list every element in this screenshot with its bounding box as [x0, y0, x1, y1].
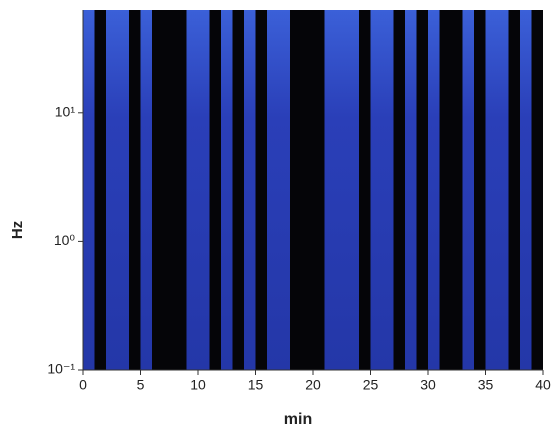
x-axis-label: min: [284, 411, 312, 428]
x-tick-label: 10: [190, 377, 206, 393]
column: [347, 10, 359, 370]
column: [474, 10, 486, 370]
column: [210, 10, 222, 370]
column: [359, 10, 371, 370]
x-tick-label: 20: [305, 377, 321, 393]
column: [83, 10, 95, 370]
column: [175, 10, 187, 370]
column: [313, 10, 325, 370]
column: [370, 10, 382, 370]
column: [532, 10, 544, 370]
column: [417, 10, 429, 370]
column: [324, 10, 336, 370]
column: [117, 10, 129, 370]
column: [106, 10, 118, 370]
column: [336, 10, 348, 370]
x-tick-label: 15: [248, 377, 264, 393]
column: [428, 10, 440, 370]
column: [267, 10, 279, 370]
column: [451, 10, 463, 370]
y-axis-label: Hz: [9, 221, 26, 239]
column: [164, 10, 176, 370]
column: [290, 10, 302, 370]
x-tick-label: 35: [478, 377, 494, 393]
column: [152, 10, 164, 370]
x-tick-label: 25: [363, 377, 379, 393]
column: [382, 10, 394, 370]
column: [440, 10, 452, 370]
column: [520, 10, 532, 370]
column: [198, 10, 210, 370]
column: [462, 10, 474, 370]
y-tick-label: 10¹: [55, 103, 76, 119]
column: [244, 10, 256, 370]
column: [95, 10, 107, 370]
column: [302, 10, 314, 370]
column: [405, 10, 417, 370]
x-tick-label: 40: [535, 377, 551, 393]
x-tick-label: 30: [420, 377, 436, 393]
column: [186, 10, 198, 370]
column: [278, 10, 290, 370]
column: [509, 10, 521, 370]
column: [485, 10, 497, 370]
column: [140, 10, 152, 370]
x-tick-label: 5: [137, 377, 145, 393]
column: [394, 10, 406, 370]
y-tick-label: 10⁰: [54, 232, 76, 248]
column: [129, 10, 141, 370]
y-tick-label: 10⁻¹: [47, 361, 75, 377]
column: [221, 10, 233, 370]
column: [497, 10, 509, 370]
column: [233, 10, 245, 370]
x-tick-label: 0: [79, 377, 87, 393]
column: [256, 10, 268, 370]
